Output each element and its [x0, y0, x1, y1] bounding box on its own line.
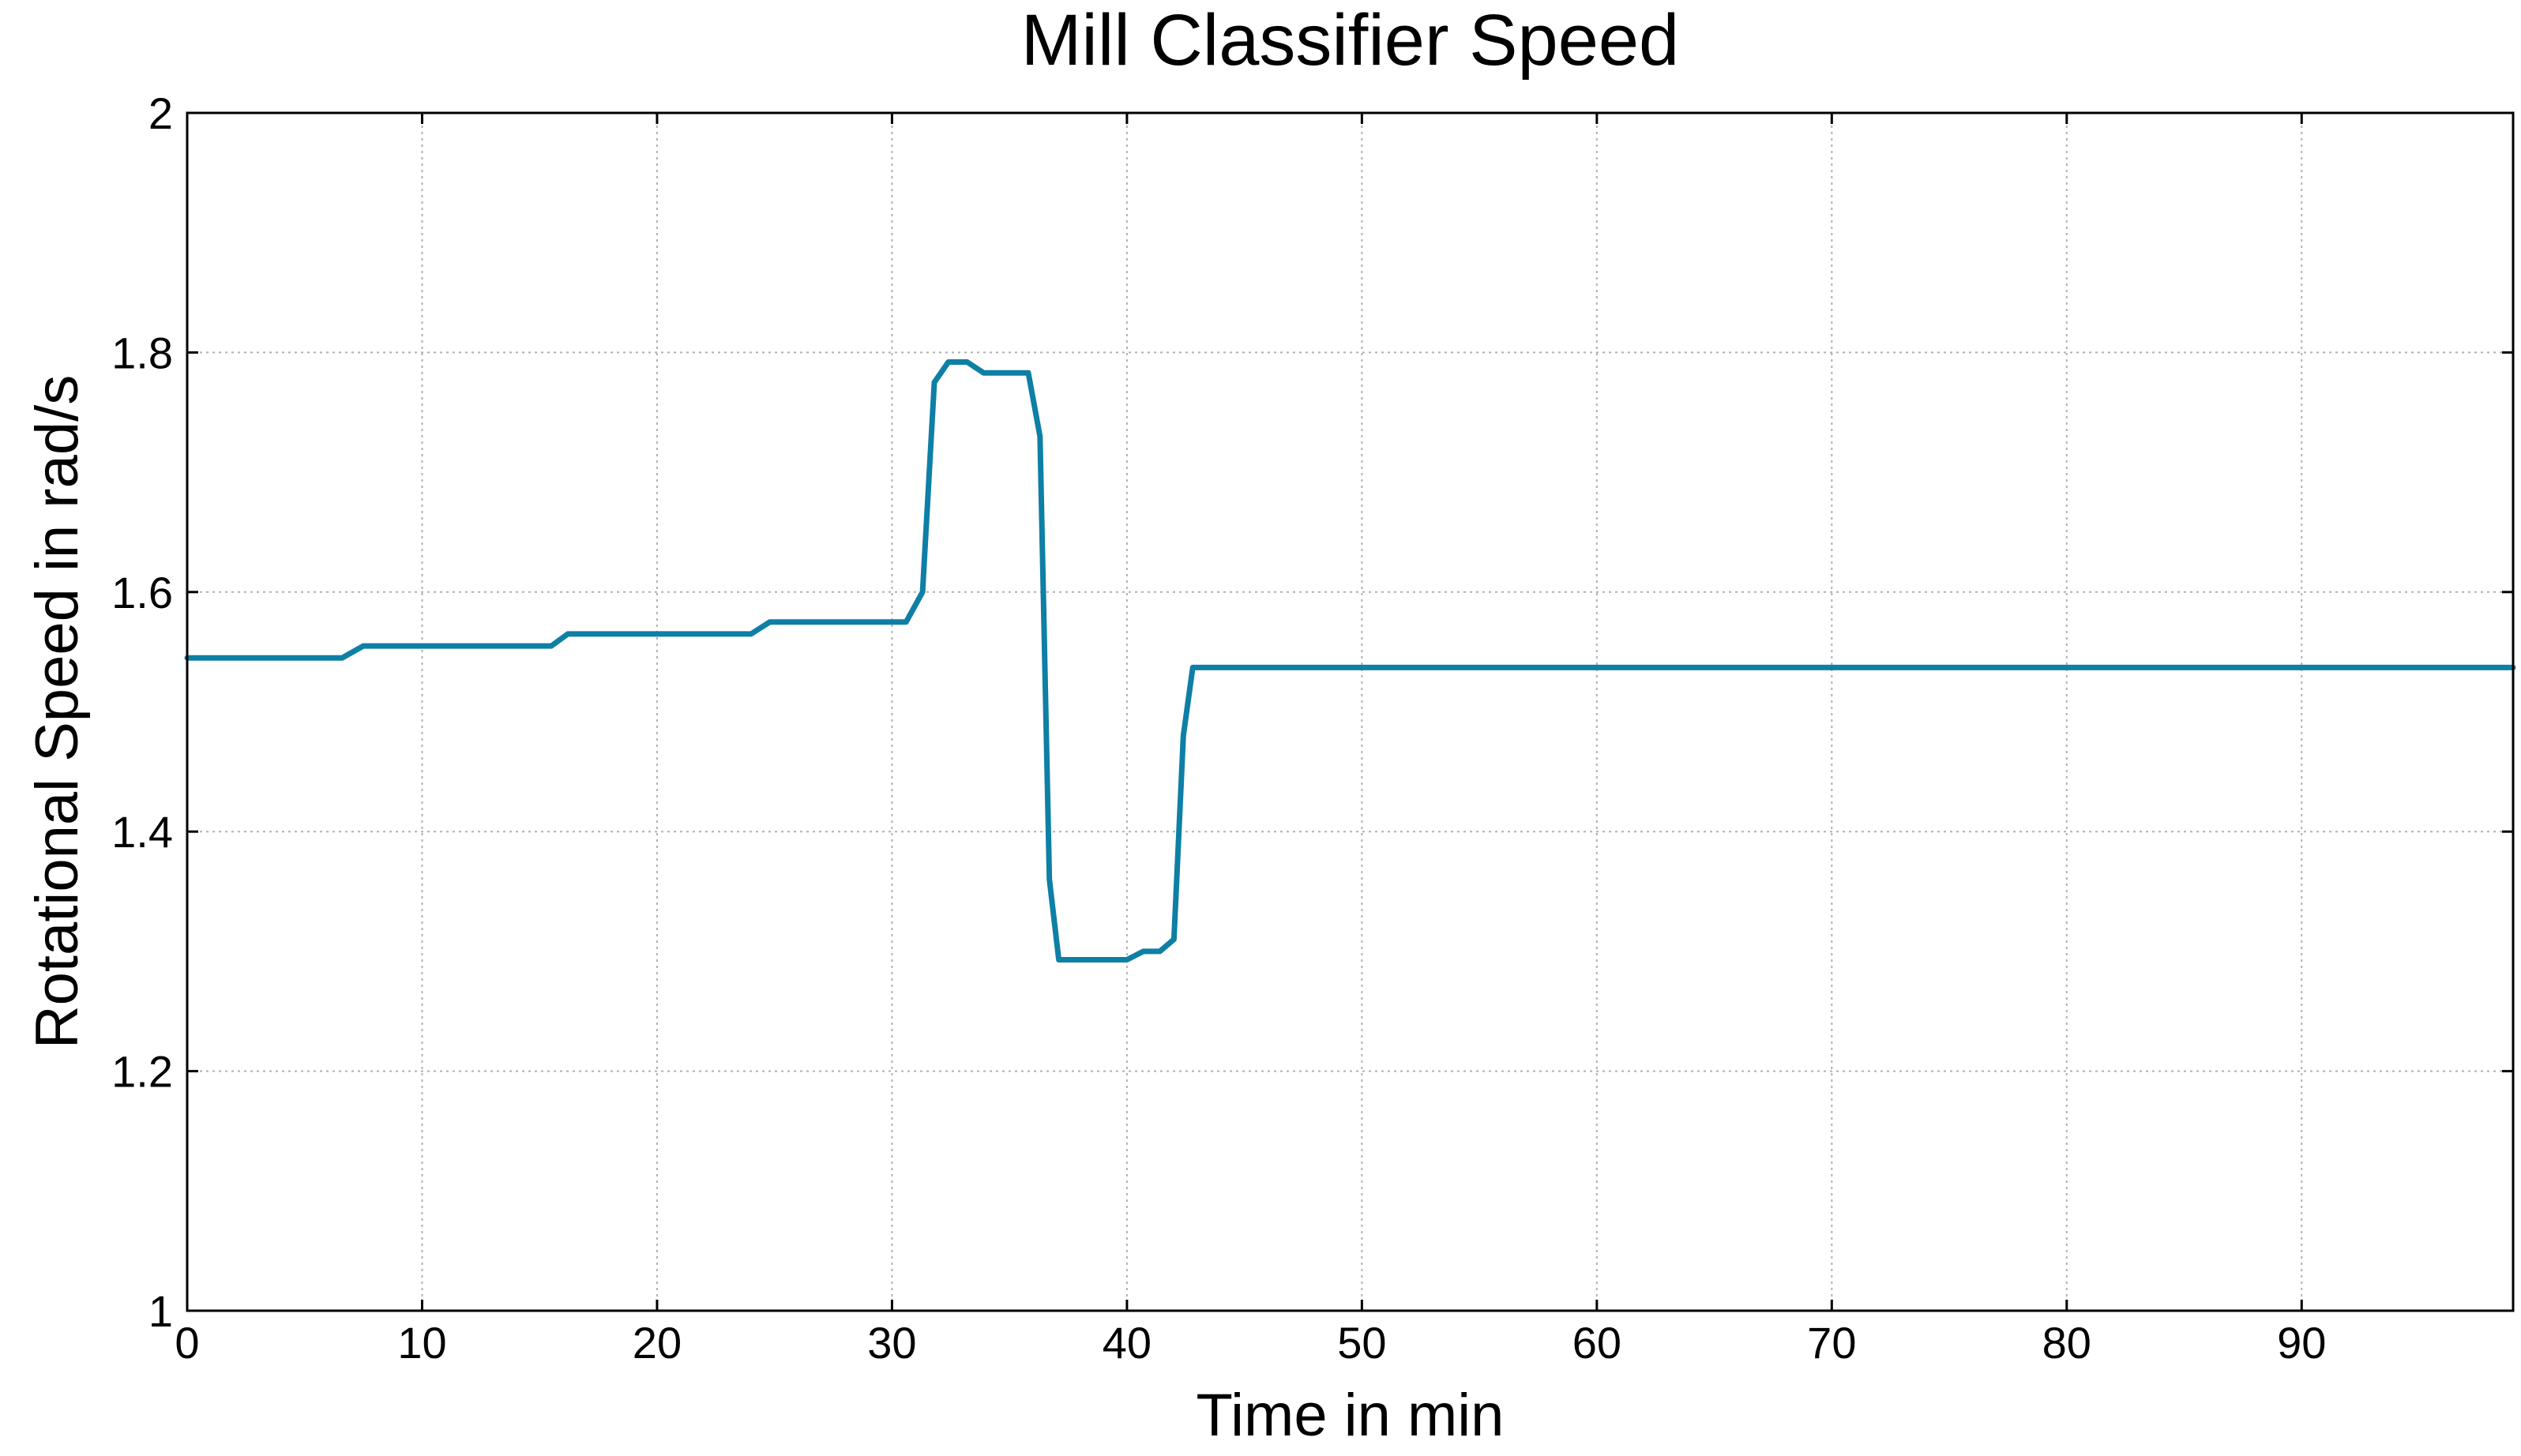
series-line [184, 359, 2516, 963]
x-tick-label: 70 [1807, 1318, 1856, 1368]
y-tick-labels: 1 1.2 1.4 1.6 1.8 2 [111, 88, 173, 1336]
x-tick-label: 90 [2277, 1318, 2326, 1368]
x-axis-label: Time in min [1197, 1382, 1505, 1449]
x-tick-label: 40 [1103, 1318, 1152, 1368]
y-tick-label: 1.6 [111, 568, 173, 617]
x-tick-label: 30 [867, 1318, 916, 1368]
x-tick-label: 20 [633, 1318, 682, 1368]
x-tick-labels: 0 10 20 30 40 50 60 70 80 90 [175, 1318, 2326, 1368]
chart-title: Mill Classifier Speed [1021, 0, 1679, 81]
y-tick-label: 2 [148, 88, 173, 138]
axes-frame [186, 111, 2515, 1312]
y-tick-label: 1.4 [111, 807, 173, 857]
y-axis-label: Rotational Speed in rad/s [24, 375, 91, 1049]
y-tick-label: 1 [148, 1286, 173, 1336]
tick-marks [186, 111, 2513, 1312]
y-tick-label: 1.2 [111, 1047, 173, 1097]
y-tick-label: 1.8 [111, 328, 173, 377]
series-layer [184, 359, 2516, 963]
x-tick-label: 10 [397, 1318, 446, 1368]
x-tick-label: 50 [1337, 1318, 1386, 1368]
x-tick-label: 80 [2042, 1318, 2091, 1368]
x-tick-label: 0 [175, 1318, 199, 1368]
grid [187, 113, 2513, 1311]
x-tick-label: 60 [1572, 1318, 1621, 1368]
